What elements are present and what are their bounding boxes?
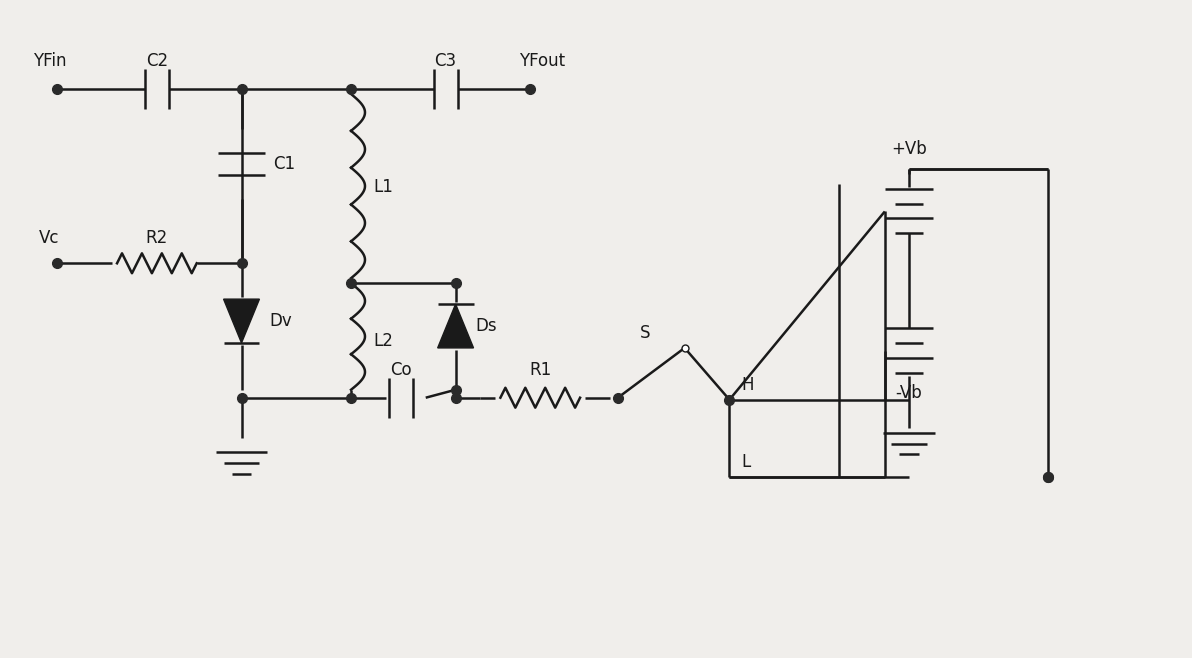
Text: L1: L1 (373, 178, 393, 195)
Polygon shape (224, 299, 260, 343)
Text: S: S (640, 324, 650, 342)
Text: +Vb: +Vb (890, 139, 926, 158)
Text: R2: R2 (145, 230, 168, 247)
Text: Co: Co (390, 361, 411, 379)
Text: Dv: Dv (269, 312, 292, 330)
Text: H: H (741, 376, 753, 393)
Text: L2: L2 (373, 332, 393, 350)
Text: C2: C2 (145, 52, 168, 70)
Text: R1: R1 (529, 361, 552, 379)
Polygon shape (437, 304, 473, 348)
Text: C1: C1 (273, 155, 296, 172)
Text: L: L (741, 453, 751, 471)
Text: YFout: YFout (520, 52, 565, 70)
Text: Ds: Ds (476, 317, 497, 335)
Text: YFin: YFin (32, 52, 66, 70)
Text: Vc: Vc (39, 230, 60, 247)
Text: C3: C3 (435, 52, 457, 70)
Text: -Vb: -Vb (895, 384, 923, 402)
